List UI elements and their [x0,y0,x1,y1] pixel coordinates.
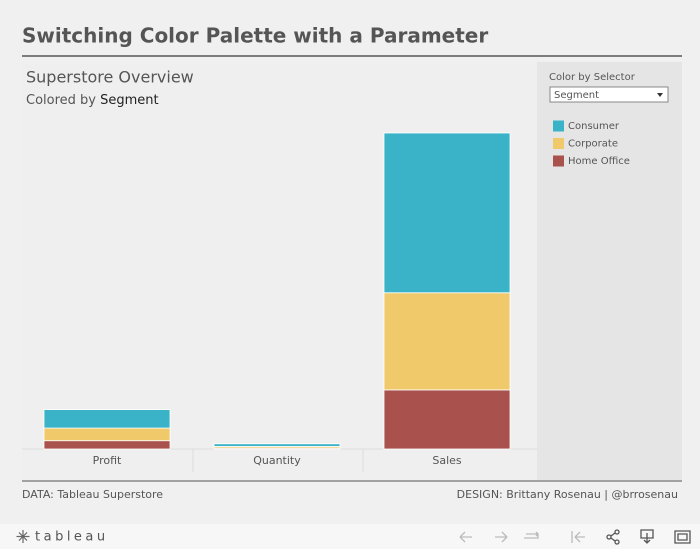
footer-right: DESIGN: Brittany Rosenau | @brrosenau [457,488,678,501]
bar-segment [383,389,511,450]
subtitle-prefix: Colored by [26,93,96,108]
subtitle-field: Segment [100,93,159,108]
dropdown-arrow[interactable] [657,93,663,97]
chart-title: Superstore Overview [26,68,194,87]
legend-swatch [553,155,564,167]
tableau-logo: tableau [35,530,109,545]
toolbar-buttons[interactable] [459,531,585,543]
bar-segment [383,132,511,294]
legend-panel [537,62,682,480]
tableau-icon [16,530,30,543]
bar-segment [383,292,511,391]
toolbar-actions[interactable] [606,529,691,545]
selector-label: Color by Selector [549,72,636,83]
dashboard-title: Switching Color Palette with a Parameter [22,24,488,48]
bar-segment [213,443,341,447]
footer-left: DATA: Tableau Superstore [22,488,163,501]
legend-label: Home Office [568,156,630,167]
legend-label: Consumer [568,121,620,132]
chart-subtitle: Colored by Segment [26,93,159,108]
selector-dropdown[interactable] [549,86,669,103]
x-tick-label: Sales [432,454,462,467]
selector-value[interactable]: Segment [554,90,599,101]
legend-swatch [553,138,564,149]
bar-segment [43,440,171,450]
bar-segment [43,409,171,429]
legend-label: Corporate [568,139,618,150]
x-tick-label: Quantity [253,454,301,467]
x-tick-label: Profit [93,454,122,467]
legend-swatch [553,120,564,132]
bar-segment [43,427,171,442]
